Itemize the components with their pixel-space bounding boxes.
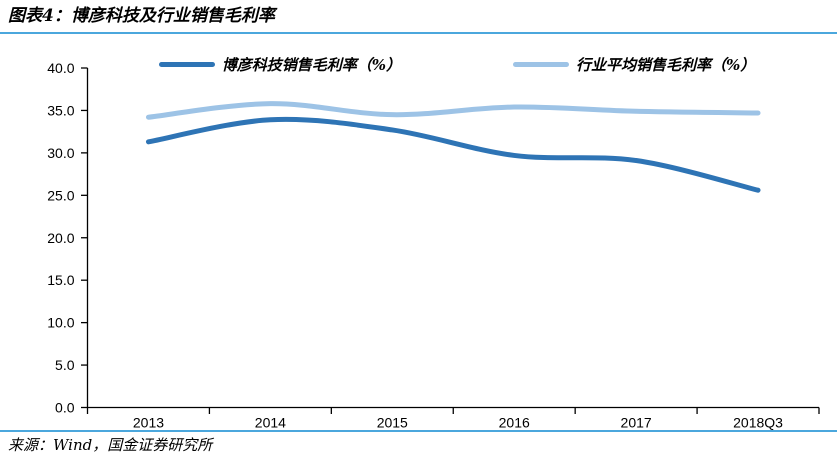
legend-label-industry: 行业平均销售毛利率（%） <box>576 55 756 74</box>
svg-text:2016: 2016 <box>499 415 530 431</box>
chart-title: 图表4：博彦科技及行业销售毛利率 <box>8 6 275 26</box>
svg-text:2015: 2015 <box>377 415 408 431</box>
svg-text:2014: 2014 <box>255 415 286 431</box>
svg-text:30.0: 30.0 <box>47 145 74 161</box>
svg-text:0.0: 0.0 <box>55 400 75 416</box>
footer-divider <box>0 430 837 432</box>
svg-text:40.0: 40.0 <box>47 60 74 76</box>
legend-swatch-industry-line <box>513 61 569 67</box>
legend-item-company: 博彦科技销售毛利率（%） <box>158 54 401 75</box>
title-underline <box>0 32 837 34</box>
svg-text:2018Q3: 2018Q3 <box>733 415 783 431</box>
svg-text:5.0: 5.0 <box>55 357 75 373</box>
svg-text:10.0: 10.0 <box>47 315 74 331</box>
svg-text:35.0: 35.0 <box>47 102 74 118</box>
legend-label-company: 博彦科技销售毛利率（%） <box>221 55 401 74</box>
svg-text:2013: 2013 <box>133 415 164 431</box>
source-note: 来源：Wind，国金证券研究所 <box>8 436 213 454</box>
chart-legend: 博彦科技销售毛利率（%） 行业平均销售毛利率（%） <box>87 53 827 75</box>
svg-text:25.0: 25.0 <box>47 187 74 203</box>
svg-text:20.0: 20.0 <box>47 230 74 246</box>
legend-swatch-company-line <box>158 61 215 67</box>
svg-text:2017: 2017 <box>621 415 652 431</box>
svg-text:15.0: 15.0 <box>47 272 74 288</box>
legend-item-industry: 行业平均销售毛利率（%） <box>513 54 755 75</box>
